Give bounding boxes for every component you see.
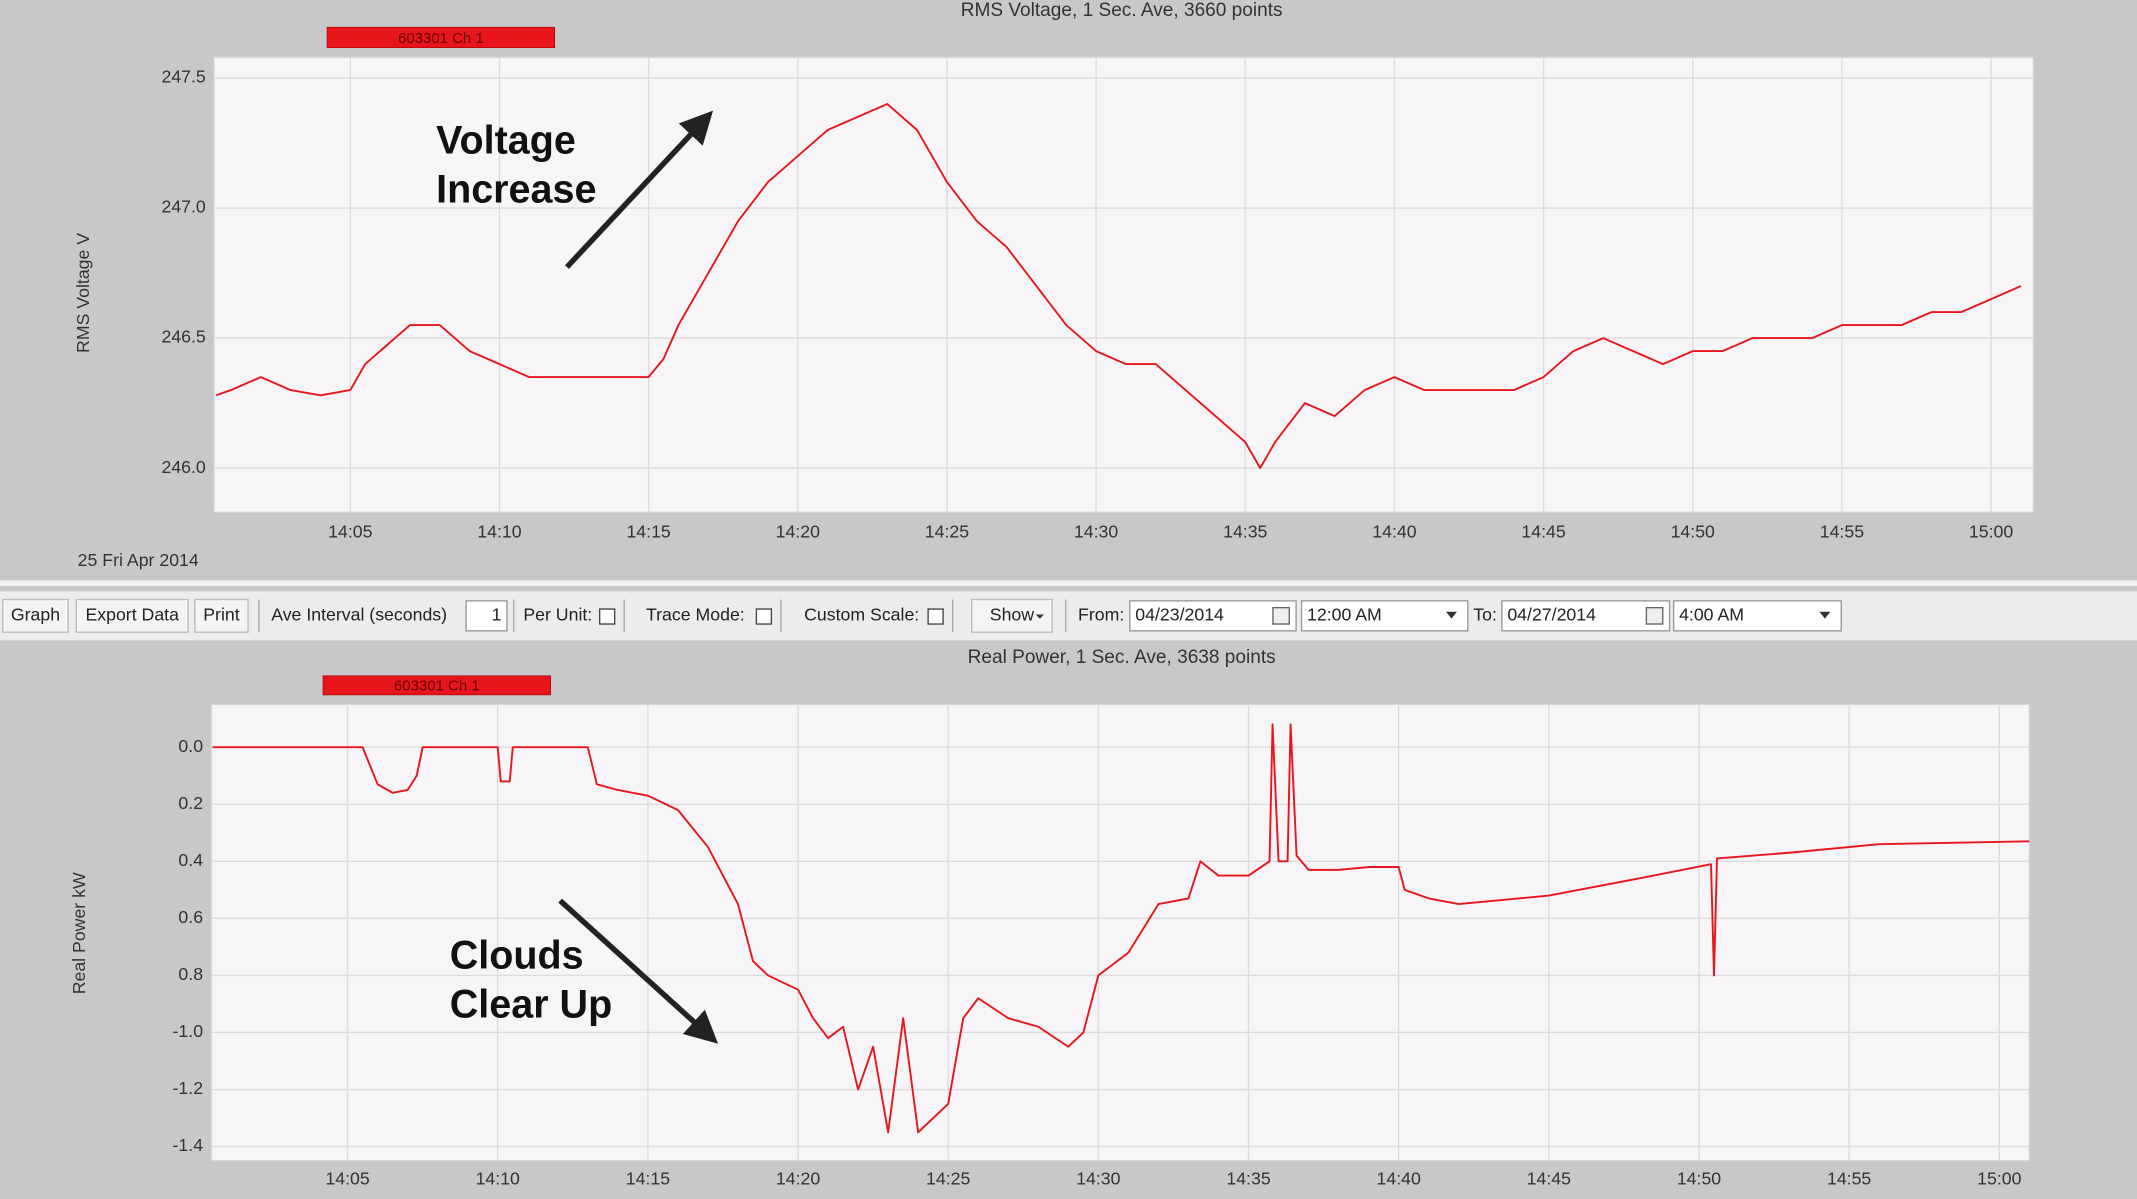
annotation-arrow bbox=[564, 110, 714, 269]
x-tick-label: 14:35 bbox=[1226, 1169, 1270, 1189]
checkbox[interactable] bbox=[598, 608, 616, 625]
x-tick-label: 15:00 bbox=[1969, 521, 2013, 541]
toolbar-label: Trace Mode: bbox=[646, 605, 745, 625]
y-tick-label: 247.5 bbox=[161, 67, 205, 87]
y-tick-label: -1.0 bbox=[173, 1021, 204, 1041]
input-value[interactable]: 04/23/2014 bbox=[1135, 605, 1224, 625]
x-tick-label: 14:25 bbox=[925, 521, 969, 541]
checkbox[interactable] bbox=[927, 608, 944, 625]
data-line bbox=[212, 723, 2030, 1134]
x-tick-label: 14:40 bbox=[1377, 1169, 1421, 1189]
button-label[interactable]: Show bbox=[990, 605, 1035, 625]
y-tick-label: 0.6 bbox=[178, 907, 203, 927]
date-label: 25 Fri Apr 2014 bbox=[78, 550, 199, 570]
legend-label: 603301 Ch 1 bbox=[398, 30, 484, 47]
dropdown-arrow[interactable] bbox=[1819, 611, 1831, 619]
button-label[interactable]: Export Data bbox=[85, 605, 179, 625]
chart-title: Real Power, 1 Sec. Ave, 3638 points bbox=[968, 647, 1276, 668]
annotation-arrow bbox=[558, 898, 719, 1044]
x-tick-label: 14:55 bbox=[1820, 521, 1864, 541]
y-tick-label: 246.5 bbox=[161, 327, 205, 347]
chart-title: RMS Voltage, 1 Sec. Ave, 3660 points bbox=[961, 0, 1283, 21]
button-label[interactable]: Print bbox=[203, 605, 239, 625]
x-tick-label: 14:55 bbox=[1827, 1169, 1871, 1189]
legend-swatch bbox=[326, 26, 556, 49]
x-tick-label: 14:45 bbox=[1521, 521, 1565, 541]
input-box[interactable] bbox=[1300, 600, 1469, 632]
calendar-icon[interactable] bbox=[1645, 606, 1664, 625]
input-value[interactable]: 12:00 AM bbox=[1307, 605, 1382, 625]
x-tick-label: 14:05 bbox=[328, 521, 372, 541]
x-tick-label: 14:35 bbox=[1223, 521, 1267, 541]
y-tick-label: 0.2 bbox=[178, 793, 203, 813]
data-line bbox=[215, 103, 2022, 470]
x-tick-label: 14:45 bbox=[1527, 1169, 1571, 1189]
toolbar-label: To: bbox=[1473, 605, 1497, 625]
checkbox[interactable] bbox=[755, 608, 773, 625]
x-tick-label: 14:15 bbox=[626, 521, 670, 541]
y-tick-label: 0.4 bbox=[178, 850, 203, 870]
x-tick-label: 14:15 bbox=[626, 1169, 670, 1189]
input-value[interactable]: 4:00 AM bbox=[1679, 605, 1744, 625]
y-tick-label: -1.2 bbox=[173, 1078, 204, 1098]
button[interactable] bbox=[194, 598, 249, 633]
x-tick-label: 14:25 bbox=[926, 1169, 970, 1189]
calendar-icon[interactable] bbox=[1272, 606, 1290, 625]
x-tick-label: 14:10 bbox=[476, 1169, 520, 1189]
x-tick-label: 14:50 bbox=[1671, 521, 1715, 541]
x-tick-label: 14:05 bbox=[325, 1169, 369, 1189]
annotation: Clouds bbox=[450, 933, 584, 977]
toolbar-label: From: bbox=[1078, 605, 1124, 625]
x-tick-label: 15:00 bbox=[1977, 1169, 2021, 1189]
annotation: Voltage bbox=[436, 119, 576, 163]
y-tick-label: 247.0 bbox=[161, 197, 205, 217]
x-tick-label: 14:50 bbox=[1677, 1169, 1721, 1189]
button-label[interactable]: Graph bbox=[11, 605, 60, 625]
y-tick-label: 0.0 bbox=[178, 736, 203, 756]
y-axis-label: Real Power kW bbox=[69, 872, 89, 994]
input-value[interactable]: 04/27/2014 bbox=[1507, 605, 1596, 625]
y-tick-label: -1.4 bbox=[173, 1135, 204, 1155]
input-box[interactable] bbox=[1501, 600, 1671, 632]
button[interactable] bbox=[2, 598, 69, 633]
y-tick-label: 246.0 bbox=[161, 457, 205, 477]
input-box[interactable] bbox=[1672, 600, 1842, 632]
toolbar-label: Per Unit: bbox=[523, 605, 592, 625]
input-value[interactable]: 1 bbox=[492, 605, 502, 625]
x-tick-label: 14:30 bbox=[1076, 1169, 1120, 1189]
button[interactable] bbox=[75, 598, 189, 633]
x-tick-label: 14:20 bbox=[776, 1169, 820, 1189]
x-tick-label: 14:30 bbox=[1074, 521, 1118, 541]
x-tick-label: 14:40 bbox=[1372, 521, 1416, 541]
toolbar-label: Ave Interval (seconds) bbox=[271, 605, 447, 625]
input-box[interactable] bbox=[1129, 600, 1297, 632]
legend-swatch bbox=[322, 675, 551, 696]
x-tick-label: 14:10 bbox=[477, 521, 521, 541]
legend-label: 603301 Ch 1 bbox=[394, 678, 480, 695]
plot-area bbox=[213, 56, 2035, 513]
annotation: Increase bbox=[436, 168, 596, 212]
dropdown-arrow[interactable] bbox=[1035, 614, 1044, 619]
y-axis-label: RMS Voltage V bbox=[73, 233, 93, 353]
separator bbox=[0, 580, 2137, 586]
toolbar-label: Custom Scale: bbox=[804, 605, 919, 625]
x-tick-label: 14:20 bbox=[776, 521, 820, 541]
y-tick-label: 0.8 bbox=[178, 964, 203, 984]
plot-area bbox=[210, 703, 2031, 1162]
dropdown-arrow[interactable] bbox=[1446, 611, 1457, 619]
annotation: Clear Up bbox=[450, 982, 612, 1026]
input-box[interactable] bbox=[465, 600, 508, 632]
